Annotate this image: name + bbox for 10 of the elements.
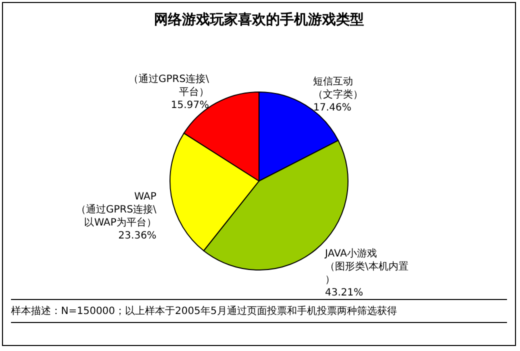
data-label: 15.97%	[170, 100, 209, 112]
chart-title: 网络游戏玩家喜欢的手机游戏类型	[153, 11, 365, 29]
data-label: 43.21%	[324, 288, 364, 299]
data-label: 23.36%	[118, 230, 156, 242]
slice-label: JAVA小游戏（图形类\本机内置）	[324, 248, 408, 286]
slice-label: （通过GPRS连接\平台）	[128, 73, 210, 98]
slice-label: WAP（通过GPRS连接\以WAP为平台）	[76, 192, 158, 229]
text: 样本描述：N=150000；以上样本于2005年5月通过页面投票和手机投票两种筛选获得	[11, 304, 398, 318]
slice-label: 短信互动（文字类）	[313, 75, 364, 100]
data-label: 17.46%	[313, 102, 352, 114]
